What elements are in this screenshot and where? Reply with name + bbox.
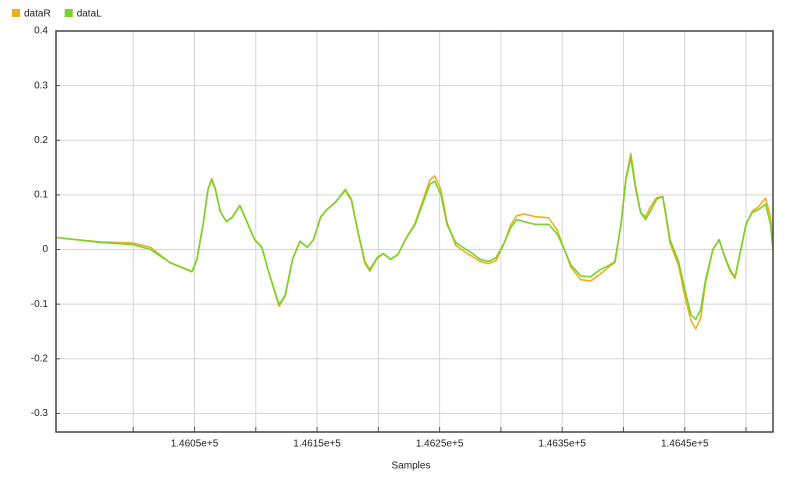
- x-axis-label: Samples: [392, 461, 431, 472]
- y-tick-label: -0.1: [31, 299, 49, 310]
- x-tick-label: 1.4605e+5: [171, 439, 219, 450]
- legend-swatch: [12, 9, 20, 17]
- x-tick-label: 1.4615e+5: [293, 439, 341, 450]
- plot-area: [56, 31, 773, 432]
- legend-label: dataR: [24, 9, 51, 20]
- y-tick-label: -0.3: [31, 408, 49, 419]
- y-tick-label: 0.4: [34, 26, 48, 37]
- plot-frame: [55, 30, 774, 433]
- y-tick-label: 0.3: [34, 80, 48, 91]
- legend-label: dataL: [77, 9, 102, 20]
- y-tick-label: -0.2: [31, 353, 49, 364]
- x-tick-label: 1.4645e+5: [661, 439, 709, 450]
- x-tick-label: 1.4625e+5: [416, 439, 464, 450]
- y-tick-label: 0.2: [34, 135, 48, 146]
- y-tick-label: 0: [42, 244, 48, 255]
- legend-swatch: [64, 9, 73, 17]
- x-tick-label: 1.4635e+5: [538, 439, 586, 450]
- y-tick-label: 0.1: [34, 190, 48, 201]
- data-line: [55, 156, 774, 321]
